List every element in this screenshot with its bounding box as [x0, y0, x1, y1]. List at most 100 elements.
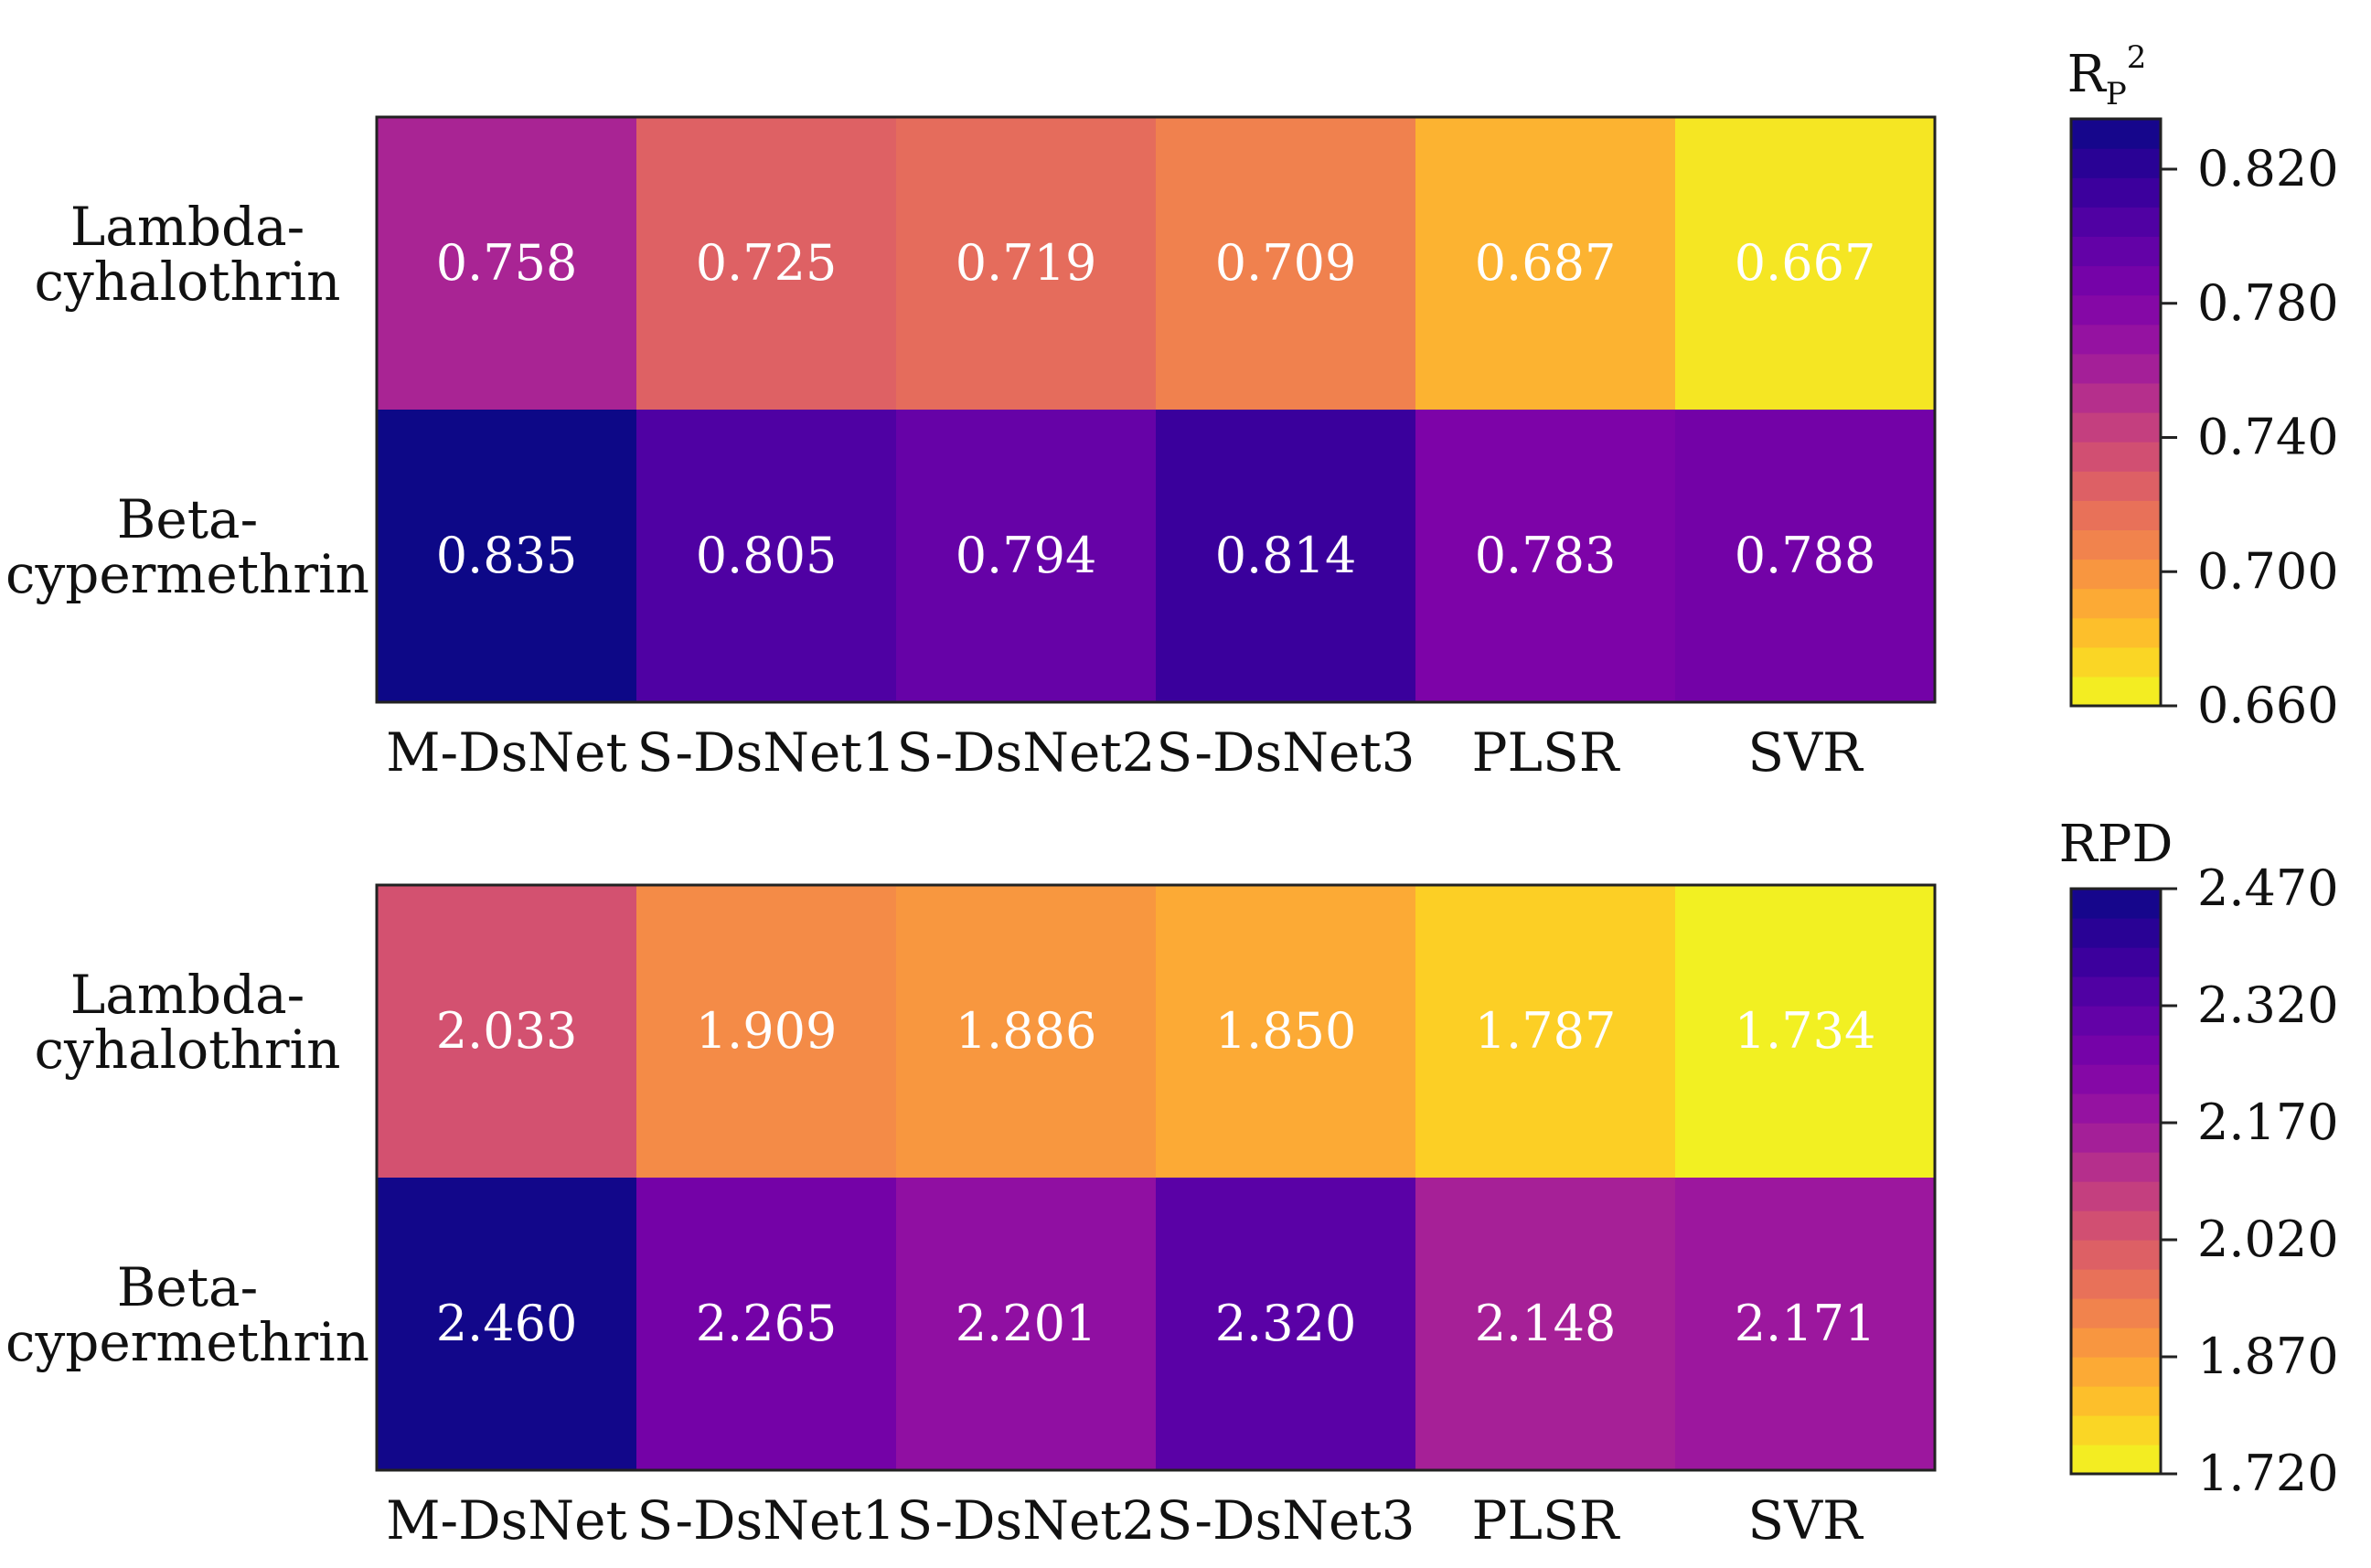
heatmap-cell: [1415, 117, 1676, 411]
cell-value-label: 2.320: [1215, 1295, 1357, 1352]
colorbar-tick-label: 0.740: [2197, 409, 2339, 466]
colorbar-band: [2071, 412, 2161, 443]
row-label-line: Lambda-: [70, 196, 305, 258]
cell-value-label: 2.171: [1735, 1295, 1876, 1352]
column-label: PLSR: [1472, 1489, 1621, 1552]
heatmap-cell: [896, 885, 1157, 1179]
row-label-line: Beta-: [117, 1256, 258, 1318]
cell-value-label: 0.814: [1215, 527, 1357, 584]
heatmap-frame: [375, 883, 1937, 1472]
heatmap-cell: [1675, 1178, 1936, 1471]
colorbar-band: [2071, 442, 2161, 472]
row-label: Lambda-cyhalothrin: [35, 196, 341, 313]
heatmap-cell: [377, 1178, 637, 1471]
heatmap-cell: [1675, 885, 1936, 1179]
colorbar-title-main: R: [2067, 45, 2108, 104]
cell-value-label: 0.758: [436, 234, 578, 292]
cell-value-label: 1.886: [956, 1002, 1097, 1060]
row-label-line: cyhalothrin: [35, 1019, 341, 1081]
colorbar-band: [2071, 148, 2161, 178]
heatmap-frame: [375, 115, 1937, 704]
cell-value-label: 0.719: [956, 234, 1097, 292]
heatmap-cell: [896, 410, 1157, 703]
colorbar-tick-label: 1.870: [2197, 1328, 2339, 1385]
colorbar-band: [2071, 471, 2161, 501]
heatmap-cell: [377, 410, 637, 703]
row-label-line: cypermethrin: [5, 1311, 369, 1373]
cell-value-label: 0.709: [1215, 234, 1357, 292]
column-label: M-DsNet: [386, 721, 627, 784]
cell-value-label: 0.788: [1735, 527, 1876, 584]
colorbar-band: [2071, 294, 2161, 325]
colorbar-band: [2071, 529, 2161, 560]
colorbar-band: [2071, 1093, 2161, 1124]
colorbar-band: [2071, 1064, 2161, 1094]
cell-value-label: 2.148: [1475, 1295, 1617, 1352]
colorbar-band: [2071, 119, 2161, 149]
colorbar-band: [2071, 1357, 2161, 1387]
cell-value-label: 2.265: [696, 1295, 838, 1352]
colorbar-title-main: RPD: [2059, 815, 2173, 874]
heatmap-cell: [1156, 1178, 1416, 1471]
colorbar-band: [2071, 1269, 2161, 1299]
colorbar-band: [2071, 1328, 2161, 1358]
colorbar-band: [2071, 324, 2161, 355]
colorbar-frame: [2069, 887, 2163, 1476]
colorbar-band: [2071, 676, 2161, 707]
colorbar-tick-label: 1.720: [2197, 1445, 2339, 1502]
column-label: S-DsNet1: [636, 721, 895, 784]
colorbar-band: [2071, 1123, 2161, 1153]
colorbar-title-subscript: P: [2106, 76, 2127, 112]
colorbar-band: [2071, 1415, 2161, 1445]
colorbar-band: [2071, 500, 2161, 530]
cell-value-label: 0.835: [436, 527, 578, 584]
colorbar-band: [2071, 1211, 2161, 1241]
row-label: Beta-cypermethrin: [5, 1256, 369, 1373]
heatmap-cell: [896, 1178, 1157, 1471]
cell-value-label: 0.725: [696, 234, 838, 292]
heatmap-cell: [636, 885, 897, 1179]
heatmap-cell: [1156, 410, 1416, 703]
column-label: S-DsNet1: [636, 1489, 895, 1552]
cell-value-label: 0.667: [1735, 234, 1876, 292]
colorbar-band: [2071, 1006, 2161, 1036]
colorbar-band: [2071, 1181, 2161, 1211]
cell-value-label: 1.909: [696, 1002, 838, 1060]
column-label: S-DsNet2: [896, 1489, 1155, 1552]
cell-value-label: 1.787: [1475, 1002, 1617, 1060]
colorbar-band: [2071, 947, 2161, 977]
column-label: M-DsNet: [386, 1489, 627, 1552]
heatmap-cell: [1415, 885, 1676, 1179]
colorbar-tick-label: 2.470: [2197, 859, 2339, 917]
column-label: S-DsNet2: [896, 721, 1155, 784]
cell-value-label: 1.850: [1215, 1002, 1357, 1060]
colorbar-band: [2071, 1035, 2161, 1065]
colorbar-band: [2071, 976, 2161, 1007]
colorbar-tick-label: 2.020: [2197, 1211, 2339, 1268]
row-label-line: Beta-: [117, 488, 258, 550]
cell-value-label: 0.783: [1475, 527, 1617, 584]
colorbar-band: [2071, 1152, 2161, 1182]
column-label: SVR: [1747, 1489, 1864, 1552]
row-label: Lambda-cyhalothrin: [35, 964, 341, 1081]
colorbar-band: [2071, 382, 2161, 413]
heatmap-cell: [1415, 1178, 1676, 1471]
cell-value-label: 2.460: [436, 1295, 578, 1352]
column-label: SVR: [1747, 721, 1864, 784]
row-label-line: cypermethrin: [5, 543, 369, 605]
colorbar-band: [2071, 646, 2161, 677]
heatmap-cell: [896, 117, 1157, 411]
cell-value-label: 0.687: [1475, 234, 1617, 292]
heatmap-cell: [1675, 117, 1936, 411]
heatmap-cell: [1675, 410, 1936, 703]
heatmap-cell: [377, 885, 637, 1179]
column-label: S-DsNet3: [1156, 721, 1415, 784]
colorbar-band: [2071, 588, 2161, 619]
column-label: S-DsNet3: [1156, 1489, 1415, 1552]
colorbar-band: [2071, 1240, 2161, 1270]
colorbar-title: RP2: [2067, 39, 2147, 112]
colorbar-tick-label: 2.170: [2197, 1093, 2339, 1151]
colorbar-band: [2071, 177, 2161, 208]
colorbar-tick-label: 0.780: [2197, 274, 2339, 332]
